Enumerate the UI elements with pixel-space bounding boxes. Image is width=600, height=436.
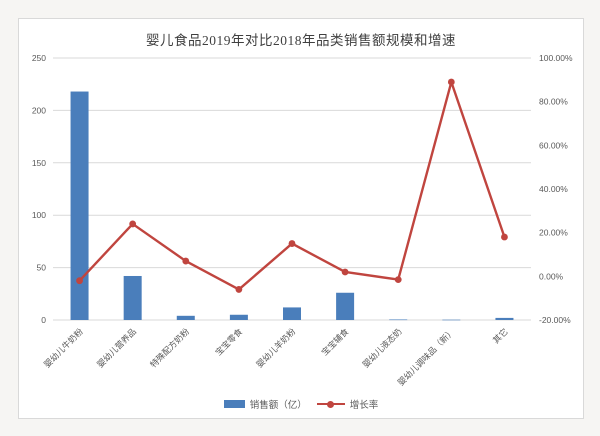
right-axis-tick-label: 0.00%	[539, 271, 564, 281]
sales-series-swatch-icon	[223, 400, 245, 408]
growth-line	[78, 80, 506, 291]
sales-bar	[389, 319, 408, 321]
sales-bar	[70, 91, 89, 320]
combo-chart: 0 50 100 150 200 250 -20.00% 0.00% 20.00% 40.00% 6…	[32, 53, 573, 388]
category-label: 婴幼儿营养品	[95, 326, 138, 369]
growth-point	[394, 276, 402, 284]
legend-item-sales: 销售额（亿）	[223, 397, 307, 411]
category-label: 婴幼儿羊奶粉	[254, 326, 297, 369]
growth-point	[182, 257, 190, 265]
left-axis-tick-label: 200	[32, 105, 46, 115]
left-axis-tick-label: 150	[32, 158, 46, 168]
category-label: 婴幼儿调味品（新）	[396, 326, 457, 387]
growth-point	[235, 286, 243, 293]
legend-item-growth: 增长率	[316, 397, 379, 411]
right-axis-tick-label: 60.00%	[539, 140, 568, 150]
category-label: 宝宝零食	[213, 326, 244, 357]
category-label: 特殊配方奶粉	[148, 326, 191, 369]
left-axis-tick-label: 100	[32, 210, 46, 220]
legend-sales-label: 销售额（亿）	[249, 400, 307, 411]
sales-bar	[176, 315, 195, 320]
sales-bar	[229, 314, 248, 320]
growth-series-swatch-icon	[316, 400, 345, 409]
chart-legend: 销售额（亿） 增长率	[19, 397, 583, 411]
category-label: 婴幼儿牛奶粉	[42, 326, 85, 369]
category-label: 婴幼儿液态奶	[360, 326, 403, 369]
growth-point	[288, 240, 296, 247]
left-axis-tick-label: 0	[41, 315, 46, 325]
chart-panel: 婴儿食品2019年对比2018年品类销售额规模和增速 0 50 100 150 200 2…	[18, 18, 584, 419]
right-axis-tick-label: 40.00%	[539, 184, 568, 194]
growth-point	[341, 268, 349, 276]
chart-title: 婴儿食品2019年对比2018年品类销售额规模和增速	[146, 33, 456, 48]
growth-point	[76, 277, 83, 285]
sales-bar	[336, 292, 355, 320]
category-label: 其它	[491, 326, 510, 345]
growth-point	[129, 220, 137, 228]
sales-bar	[495, 317, 514, 320]
right-axis-tick-label: 100.00%	[539, 53, 573, 63]
sales-bar	[283, 307, 301, 320]
growth-point	[447, 78, 455, 86]
sales-bar	[442, 319, 461, 321]
growth-point	[501, 233, 508, 241]
sales-bar	[123, 275, 142, 320]
left-axis-tick-label: 250	[32, 53, 46, 63]
right-axis-tick-label: 20.00%	[539, 228, 568, 238]
left-axis-tick-label: 50	[37, 263, 47, 273]
right-axis-tick-label: 80.00%	[539, 97, 568, 107]
legend-growth-label: 增长率	[349, 400, 379, 411]
category-label: 宝宝辅食	[319, 326, 350, 357]
right-axis-tick-label: -20.00%	[539, 315, 571, 325]
